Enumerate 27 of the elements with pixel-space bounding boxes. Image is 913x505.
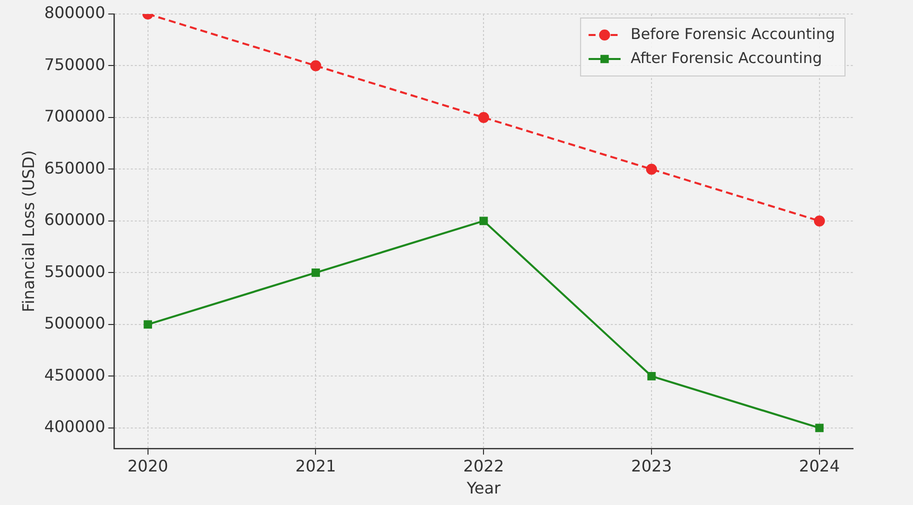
point [647, 372, 656, 380]
point [814, 215, 825, 226]
legend-label: After Forensic Accounting [630, 48, 822, 67]
legend-label: Before Forensic Accounting [630, 24, 836, 43]
y-tick-label: 400000 [44, 417, 106, 436]
point [312, 268, 320, 277]
x-tick-label: 2022 [463, 456, 504, 476]
point [144, 320, 152, 329]
point [478, 112, 490, 123]
y-tick-label: 700000 [44, 106, 106, 126]
point [479, 216, 488, 226]
y-tick-label: 800000 [44, 3, 106, 22]
y-tick-label: 450000 [44, 365, 106, 384]
x-tick-label: 2023 [631, 456, 672, 476]
x-axis-title: Year [466, 478, 501, 498]
y-tick-label: 600000 [44, 210, 106, 230]
x-tick-label: 2024 [799, 456, 840, 476]
point [815, 424, 824, 432]
y-tick-label: 500000 [44, 314, 106, 333]
y-tick-label: 650000 [44, 158, 106, 178]
x-tick-label: 2021 [295, 456, 336, 476]
y-tick-label: 550000 [44, 262, 106, 281]
y-axis-title: Financial Loss (USD) [18, 150, 38, 312]
point [646, 164, 658, 175]
y-tick-label: 750000 [44, 54, 106, 74]
point [310, 60, 322, 72]
x-tick-label: 2020 [127, 456, 168, 476]
